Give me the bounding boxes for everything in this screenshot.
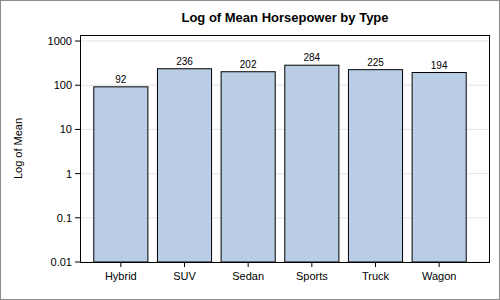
data-label: 236 [176, 56, 193, 67]
y-tick-label: 100 [54, 79, 72, 91]
outer-border [1, 1, 500, 300]
data-label: 92 [115, 74, 127, 85]
data-label: 284 [303, 52, 320, 63]
x-tick-label: Sports [296, 270, 328, 282]
y-tick [75, 129, 80, 130]
y-tick-label: 0.01 [51, 256, 72, 268]
y-axis-label: Log of Mean [12, 118, 24, 179]
x-tick-label: SUV [173, 270, 196, 282]
x-tick [439, 262, 440, 267]
x-tick [184, 262, 185, 267]
y-tick [75, 262, 80, 263]
chart-svg: Log of Mean Horsepower by Type Log of Mea… [0, 0, 500, 300]
bar [285, 65, 339, 262]
y-tick-label: 1000 [48, 35, 72, 47]
x-tick [120, 262, 121, 267]
y-tick-label: 1 [66, 168, 72, 180]
x-tick-label: Hybrid [105, 270, 137, 282]
x-tick-label: Wagon [422, 270, 456, 282]
y-tick [75, 41, 80, 42]
x-tick [375, 262, 376, 267]
bar [412, 73, 466, 262]
x-tick [248, 262, 249, 267]
plot-frame [81, 36, 490, 263]
x-tick-label: Truck [362, 270, 390, 282]
bar [348, 70, 402, 262]
x-tick-label: Sedan [232, 270, 264, 282]
y-tick [75, 173, 80, 174]
bar [221, 72, 275, 262]
bar [94, 87, 148, 262]
chart-title: Log of Mean Horsepower by Type [181, 10, 388, 25]
y-tick [75, 217, 80, 218]
data-label: 225 [367, 57, 384, 68]
data-label: 194 [431, 60, 448, 71]
y-tick [75, 85, 80, 86]
bar [157, 69, 211, 262]
chart-container: Log of Mean Horsepower by Type Log of Mea… [0, 0, 500, 300]
grid-line [80, 41, 490, 42]
data-label: 202 [240, 59, 257, 70]
x-tick [311, 262, 312, 267]
y-tick-label: 10 [60, 123, 72, 135]
bars [94, 65, 466, 262]
y-tick-label: 0.1 [57, 212, 72, 224]
